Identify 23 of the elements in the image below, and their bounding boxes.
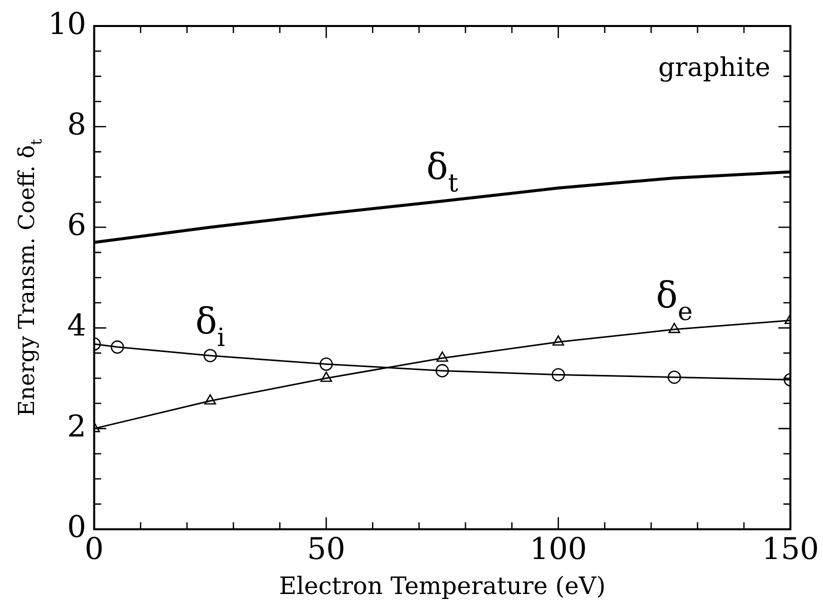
- point: [436, 364, 449, 378]
- point: [668, 322, 680, 334]
- y-tick-label: 4: [67, 308, 86, 344]
- point: [552, 368, 565, 382]
- point: [110, 340, 124, 354]
- point: [204, 394, 216, 405]
- y-tick-label: 6: [67, 208, 86, 244]
- point: [320, 372, 332, 382]
- point: [204, 348, 217, 362]
- x-tick-label: 50: [307, 532, 346, 567]
- y-tick-label: 0: [67, 510, 86, 545]
- point: [436, 351, 448, 362]
- point: [668, 370, 681, 384]
- y-tick-label: 10: [48, 6, 86, 42]
- x-tick-label: 150: [762, 532, 819, 567]
- y-tick-label: 8: [67, 107, 86, 142]
- y-tick-label: 2: [67, 409, 86, 444]
- point: [552, 335, 564, 346]
- x-axis-title: Electron Temperature (eV): [278, 572, 606, 600]
- point: [320, 358, 333, 371]
- annotation: graphite: [658, 53, 770, 83]
- x-tick-label: 100: [530, 532, 587, 567]
- y-axis-title: Energy Transm. Coeff. δt: [15, 138, 46, 416]
